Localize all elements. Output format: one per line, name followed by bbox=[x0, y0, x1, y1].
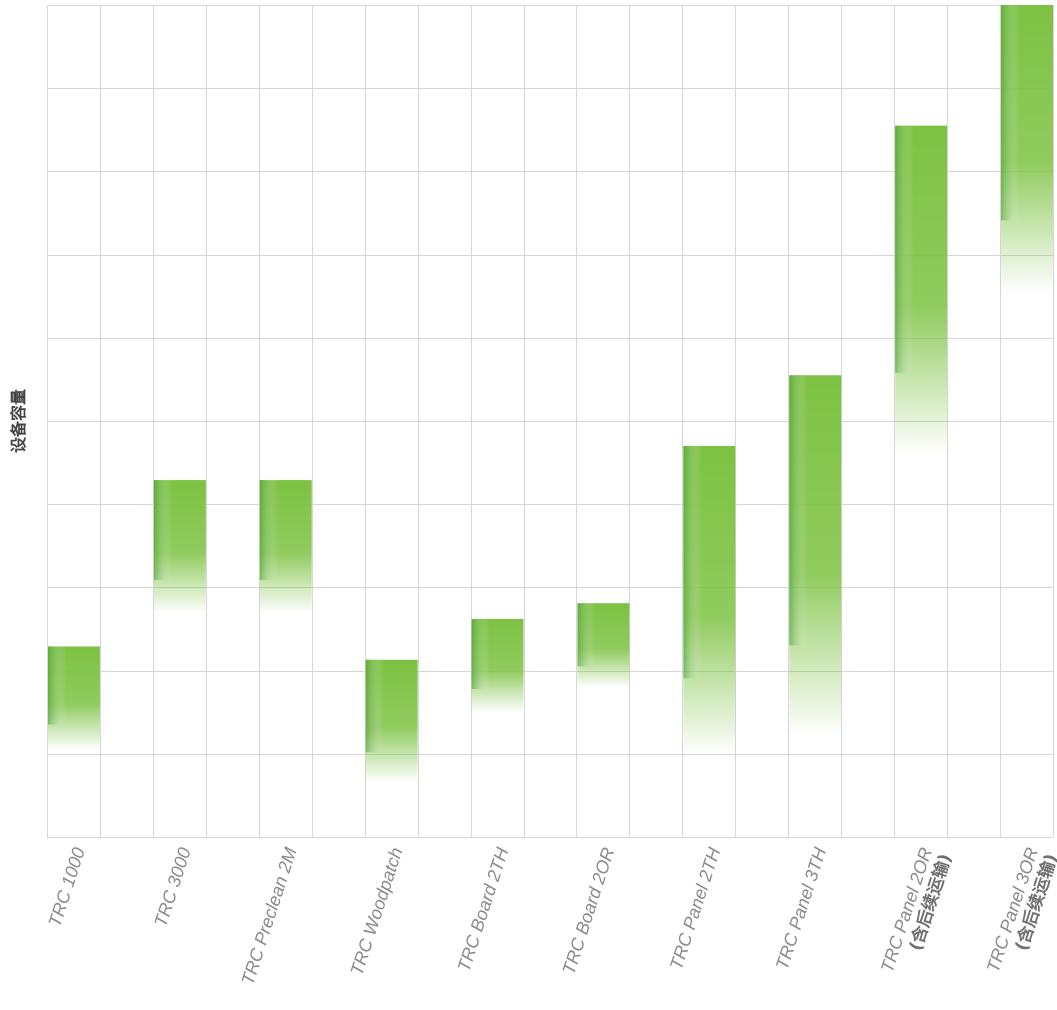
bar bbox=[577, 603, 630, 688]
bars bbox=[48, 5, 1053, 783]
x-tick-label: TRC 3000 bbox=[150, 845, 194, 929]
bar bbox=[365, 659, 418, 783]
x-tick-label: TRC Panel 2OR(含后续运输) bbox=[877, 845, 956, 981]
x-tick-labels: TRC 1000 TRC 3000 TRC Preclean 2M TRC Woodp… bbox=[45, 844, 1057, 987]
x-tick-label: TRC Board 2TH bbox=[454, 844, 513, 974]
bar bbox=[259, 480, 312, 614]
x-tick-label: TRC Preclean 2M bbox=[237, 845, 300, 987]
bar bbox=[471, 619, 524, 713]
bar-shade bbox=[895, 125, 948, 373]
x-tick-label: TRC Panel 3TH bbox=[772, 844, 831, 972]
bar-shade bbox=[48, 646, 100, 725]
x-tick-label: TRC Woodpatch bbox=[346, 845, 406, 978]
bar-shade bbox=[153, 480, 206, 580]
bar-shade bbox=[471, 619, 524, 689]
grid bbox=[47, 5, 1054, 838]
bar-shade bbox=[577, 603, 630, 667]
x-tick-label: TRC Panel 2TH bbox=[666, 844, 725, 972]
bar bbox=[683, 445, 736, 756]
bar-shade bbox=[789, 375, 842, 646]
x-tick-label: TRC Board 2OR bbox=[559, 845, 619, 977]
y-axis-title: 设备容量 bbox=[9, 389, 28, 453]
bar bbox=[789, 375, 842, 736]
bar bbox=[895, 125, 948, 456]
bar bbox=[153, 480, 206, 614]
bar bbox=[48, 646, 100, 751]
bar-shade bbox=[259, 480, 312, 580]
bar bbox=[1001, 5, 1053, 293]
x-tick-label: TRC Panel 3OR(含后续运输) bbox=[983, 845, 1057, 981]
bar-shade bbox=[683, 445, 736, 679]
bar-shade bbox=[1001, 5, 1053, 221]
bar-shade bbox=[365, 659, 418, 753]
x-tick-label: TRC 1000 bbox=[45, 845, 89, 929]
